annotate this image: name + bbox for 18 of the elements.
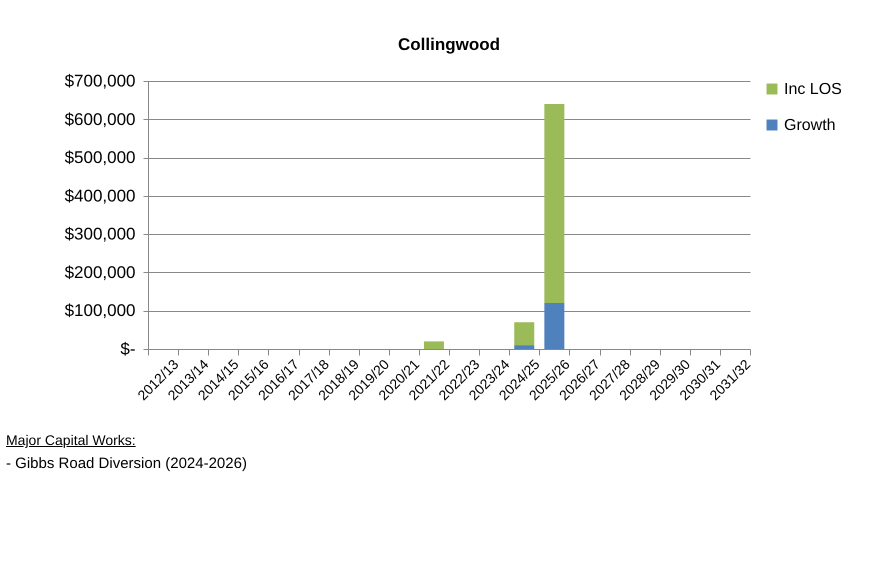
legend-label: Growth [784,117,836,134]
text: - Gibbs Road Diversion (2024-2026) [6,454,247,474]
y-tick-label: $- [120,340,136,358]
bar [514,345,534,349]
bar [514,322,534,346]
bar [424,341,444,349]
y-tick-label: $300,000 [64,224,136,244]
y-tick-label: $500,000 [64,148,136,168]
y-tick-label: $400,000 [64,186,136,206]
y-tick-label: $200,000 [64,262,136,282]
text: Major Capital Works: [6,431,137,450]
y-tick-label: $700,000 [64,72,136,90]
y-tick-label: $600,000 [64,110,136,129]
bar [544,104,564,304]
bar [544,303,564,349]
y-tick-label: $100,000 [64,301,136,320]
chart-title: Collingwood [398,35,500,54]
legend-label: Inc LOS [784,81,842,98]
